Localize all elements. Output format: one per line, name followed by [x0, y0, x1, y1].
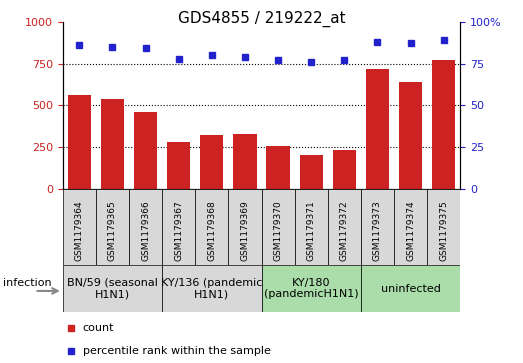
Bar	[361, 265, 460, 312]
Text: infection: infection	[3, 278, 51, 288]
Text: GSM1179365: GSM1179365	[108, 200, 117, 261]
Text: GSM1179366: GSM1179366	[141, 200, 150, 261]
Bar	[366, 69, 389, 189]
Bar	[333, 150, 356, 189]
Bar	[262, 189, 294, 265]
Text: GSM1179371: GSM1179371	[306, 200, 316, 261]
Bar	[96, 189, 129, 265]
Text: GDS4855 / 219222_at: GDS4855 / 219222_at	[178, 11, 345, 27]
Bar	[162, 265, 262, 312]
Text: GSM1179375: GSM1179375	[439, 200, 448, 261]
Bar	[394, 189, 427, 265]
Text: percentile rank within the sample: percentile rank within the sample	[83, 346, 270, 356]
Text: count: count	[83, 323, 114, 333]
Bar	[427, 189, 460, 265]
Text: GSM1179369: GSM1179369	[241, 200, 249, 261]
Bar	[134, 112, 157, 189]
Bar	[300, 155, 323, 189]
Text: GSM1179374: GSM1179374	[406, 200, 415, 261]
Text: KY/136 (pandemic
H1N1): KY/136 (pandemic H1N1)	[161, 278, 263, 299]
Bar	[233, 134, 256, 189]
Text: uninfected: uninfected	[381, 284, 440, 294]
Bar	[229, 189, 262, 265]
Text: GSM1179364: GSM1179364	[75, 200, 84, 261]
Bar	[63, 265, 162, 312]
Text: GSM1179367: GSM1179367	[174, 200, 183, 261]
Text: KY/180
(pandemicH1N1): KY/180 (pandemicH1N1)	[264, 278, 358, 299]
Bar	[200, 135, 223, 189]
Text: GSM1179372: GSM1179372	[340, 200, 349, 261]
Bar	[361, 189, 394, 265]
Bar	[399, 82, 422, 189]
Text: BN/59 (seasonal
H1N1): BN/59 (seasonal H1N1)	[67, 278, 158, 299]
Bar	[167, 142, 190, 189]
Text: GSM1179368: GSM1179368	[207, 200, 217, 261]
Bar	[67, 95, 91, 189]
Text: GSM1179373: GSM1179373	[373, 200, 382, 261]
Bar	[294, 189, 328, 265]
Bar	[432, 60, 455, 189]
Bar	[129, 189, 162, 265]
Bar	[195, 189, 229, 265]
Bar	[63, 189, 96, 265]
Bar	[101, 99, 124, 189]
Bar	[262, 265, 361, 312]
Bar	[328, 189, 361, 265]
Bar	[162, 189, 195, 265]
Text: GSM1179370: GSM1179370	[274, 200, 282, 261]
Bar	[266, 146, 290, 189]
